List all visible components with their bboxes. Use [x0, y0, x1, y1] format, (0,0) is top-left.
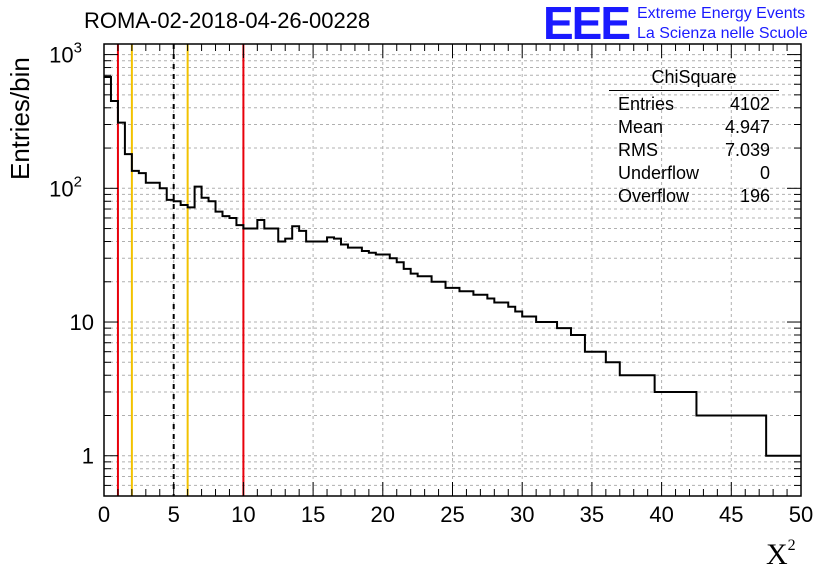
axis-ticks	[103, 44, 802, 496]
stats-row: RMS 7.039	[611, 139, 777, 162]
x-axis-label-base: X	[766, 538, 788, 571]
stats-row: Mean 4.947	[611, 116, 777, 139]
x-tick-label: 50	[789, 502, 813, 527]
stats-value: 4102	[729, 94, 770, 114]
stats-title: ChiSquare	[609, 66, 779, 91]
stats-value: 4.947	[724, 117, 770, 137]
x-tick-label: 45	[719, 502, 743, 527]
x-tick-labels: 0 5 10 15 20 25 30 35 40 45 50	[98, 502, 813, 527]
y-tick-label: 1	[82, 444, 94, 469]
eee-logo: EEE	[543, 0, 631, 49]
x-axis-label: X2	[766, 537, 796, 572]
y-tick-label: 102	[49, 173, 82, 201]
x-axis-label-exponent: 2	[787, 537, 796, 554]
grid	[103, 44, 802, 496]
x-tick-label: 15	[301, 502, 325, 527]
x-tick-label: 40	[649, 502, 673, 527]
x-tick-label: 0	[98, 502, 110, 527]
x-tick-label: 5	[168, 502, 180, 527]
x-tick-label: 20	[371, 502, 395, 527]
stats-value: 7.039	[724, 140, 770, 160]
y-axis-label: Entries/bin	[5, 57, 35, 180]
y-tick-labels: 1 10 102 103	[49, 40, 94, 469]
stats-row: Overflow 196	[611, 185, 777, 208]
logo-line-1: Extreme Energy Events	[637, 5, 806, 22]
stats-label: Entries	[618, 94, 675, 114]
reference-lines	[116, 44, 245, 496]
stats-value: 0	[759, 163, 770, 183]
y-tick-exponent: 2	[74, 173, 82, 190]
stats-value: 196	[739, 186, 770, 206]
stats-label: Mean	[618, 117, 664, 137]
y-tick-label: 103	[49, 40, 82, 68]
stats-box: ChiSquare Entries 4102 Mean 4.947 RMS 7.039…	[609, 66, 779, 208]
stats-label: RMS	[618, 140, 658, 160]
x-tick-label: 30	[510, 502, 534, 527]
x-tick-label: 35	[580, 502, 604, 527]
stats-label: Overflow	[618, 186, 690, 206]
plot-title: ROMA-02-2018-04-26-00228	[84, 8, 371, 33]
stats-row: Underflow 0	[611, 162, 777, 185]
histogram-line	[104, 75, 801, 457]
stats-label: Underflow	[618, 163, 700, 183]
y-tick-label: 10	[70, 310, 94, 335]
x-tick-label: 10	[231, 502, 255, 527]
stats-row: Entries 4102	[611, 93, 777, 116]
y-tick-exponent: 3	[74, 40, 82, 57]
x-tick-label: 25	[440, 502, 464, 527]
logo-line-2: La Scienza nelle Scuole	[637, 25, 808, 42]
